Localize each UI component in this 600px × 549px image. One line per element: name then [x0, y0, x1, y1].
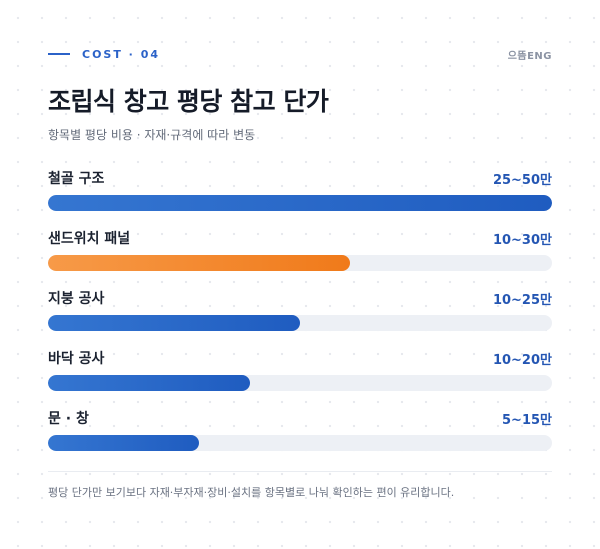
cost-bar-fill: [48, 255, 351, 271]
cost-bar-fill: [48, 435, 200, 451]
cost-row-flooring: 바닥 공사 10~20만: [48, 346, 552, 406]
page-title: 조립식 창고 평당 참고 단가: [48, 87, 329, 116]
cost-row-roofing: 지붕 공사 10~25만: [48, 286, 552, 346]
page-subtitle: 항목별 평당 비용 · 자재·규격에 따라 변동: [48, 128, 256, 142]
card-header-row: COST · 04 으뜸ENG: [48, 44, 552, 64]
footnote: 평당 단가만 보기보다 자재·부자재·장비·설치를 항목별로 나눠 확인하는 편…: [48, 486, 455, 499]
cost-row-value: 10~20만: [492, 352, 552, 368]
cost-bar-track: [48, 315, 552, 331]
eyebrow-accent-line: [48, 53, 70, 55]
cost-row-value: 25~50만: [492, 172, 552, 188]
eyebrow: COST · 04: [48, 48, 160, 61]
cost-row-doors-windows: 문 · 창 5~15만: [48, 406, 552, 466]
cost-row-sandwich-panel: 샌드위치 패널 10~30만: [48, 226, 552, 286]
cost-bar-track: [48, 375, 552, 391]
cost-bar-fill: [48, 375, 250, 391]
cost-bar-track: [48, 255, 552, 271]
cost-row-steel-structure: 철골 구조 25~50만: [48, 166, 552, 226]
cost-row-label: 지붕 공사: [48, 291, 105, 307]
cost-row-label: 바닥 공사: [48, 351, 105, 367]
cost-row-value: 5~15만: [502, 412, 552, 428]
cost-row-label: 철골 구조: [48, 171, 105, 187]
cost-row-value: 10~30만: [492, 232, 552, 248]
cost-bar-fill: [48, 195, 552, 211]
cost-list: 철골 구조 25~50만 샌드위치 패널 10~30만 지붕 공사 10~25만: [48, 166, 552, 466]
eyebrow-label: COST · 04: [82, 47, 160, 61]
cost-row-label: 샌드위치 패널: [48, 231, 131, 247]
footer-divider: [48, 471, 552, 472]
cost-bar-track: [48, 435, 552, 451]
cost-row-label: 문 · 창: [48, 411, 89, 427]
cost-row-value: 10~25만: [492, 292, 552, 308]
cost-bar-fill: [48, 315, 300, 331]
cost-bar-track: [48, 195, 552, 211]
brand-label: 으뜸ENG: [507, 50, 552, 62]
